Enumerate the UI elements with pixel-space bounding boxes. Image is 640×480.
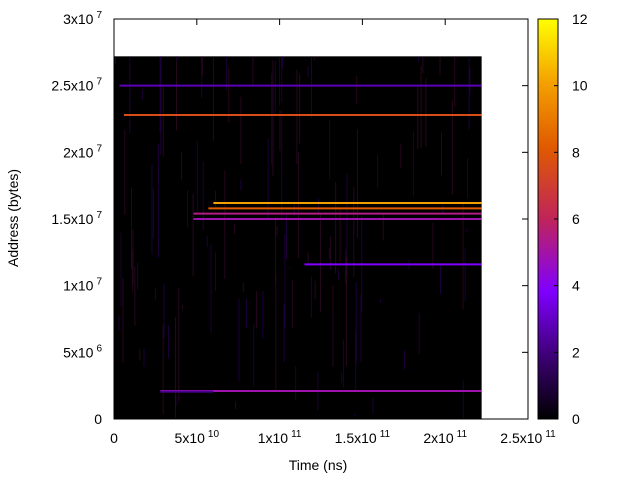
plot-area: [113, 18, 529, 420]
colorbar-tick-label: 6: [572, 211, 580, 227]
x-tick-label: 2x10 11: [423, 429, 467, 446]
colorbar-tick-label: 4: [572, 278, 580, 294]
x-axis-label: Time (ns): [289, 457, 348, 473]
colorbar-tick-label: 0: [572, 411, 580, 427]
y-tick-label: 1.5x10 7: [51, 210, 102, 227]
x-tick-label: 0: [110, 430, 118, 446]
y-axis-label: Address (bytes): [5, 169, 21, 267]
x-tick-label: 1x10 11: [258, 429, 302, 446]
x-tick-label: 2.5x10 11: [500, 429, 556, 446]
colorbar-tick-label: 8: [572, 144, 580, 160]
colorbar-tick-label: 12: [572, 11, 588, 27]
axis-ticks: 0 5x10 10 1x10 11 1.5x10 11 2x10 11 2.5x10 11 0 5x10…: [51, 10, 556, 446]
data-region: [114, 56, 482, 419]
y-tick-label: 0: [94, 411, 102, 427]
y-tick-label: 5x10 6: [63, 343, 102, 360]
background-texture: [113, 56, 471, 419]
x-tick-label: 1.5x10 11: [335, 429, 391, 446]
colorbar: 0 2 4 6 8 10 12: [537, 11, 588, 427]
y-tick-label: 1x10 7: [63, 277, 102, 294]
y-tick-label: 3x10 7: [63, 10, 102, 27]
y-tick-label: 2.5x10 7: [51, 77, 102, 94]
colorbar-tick-label: 10: [572, 78, 588, 94]
y-tick-label: 2x10 7: [63, 143, 102, 160]
colorbar-tick-label: 2: [572, 344, 580, 360]
x-tick-label: 5x10 10: [175, 429, 220, 446]
